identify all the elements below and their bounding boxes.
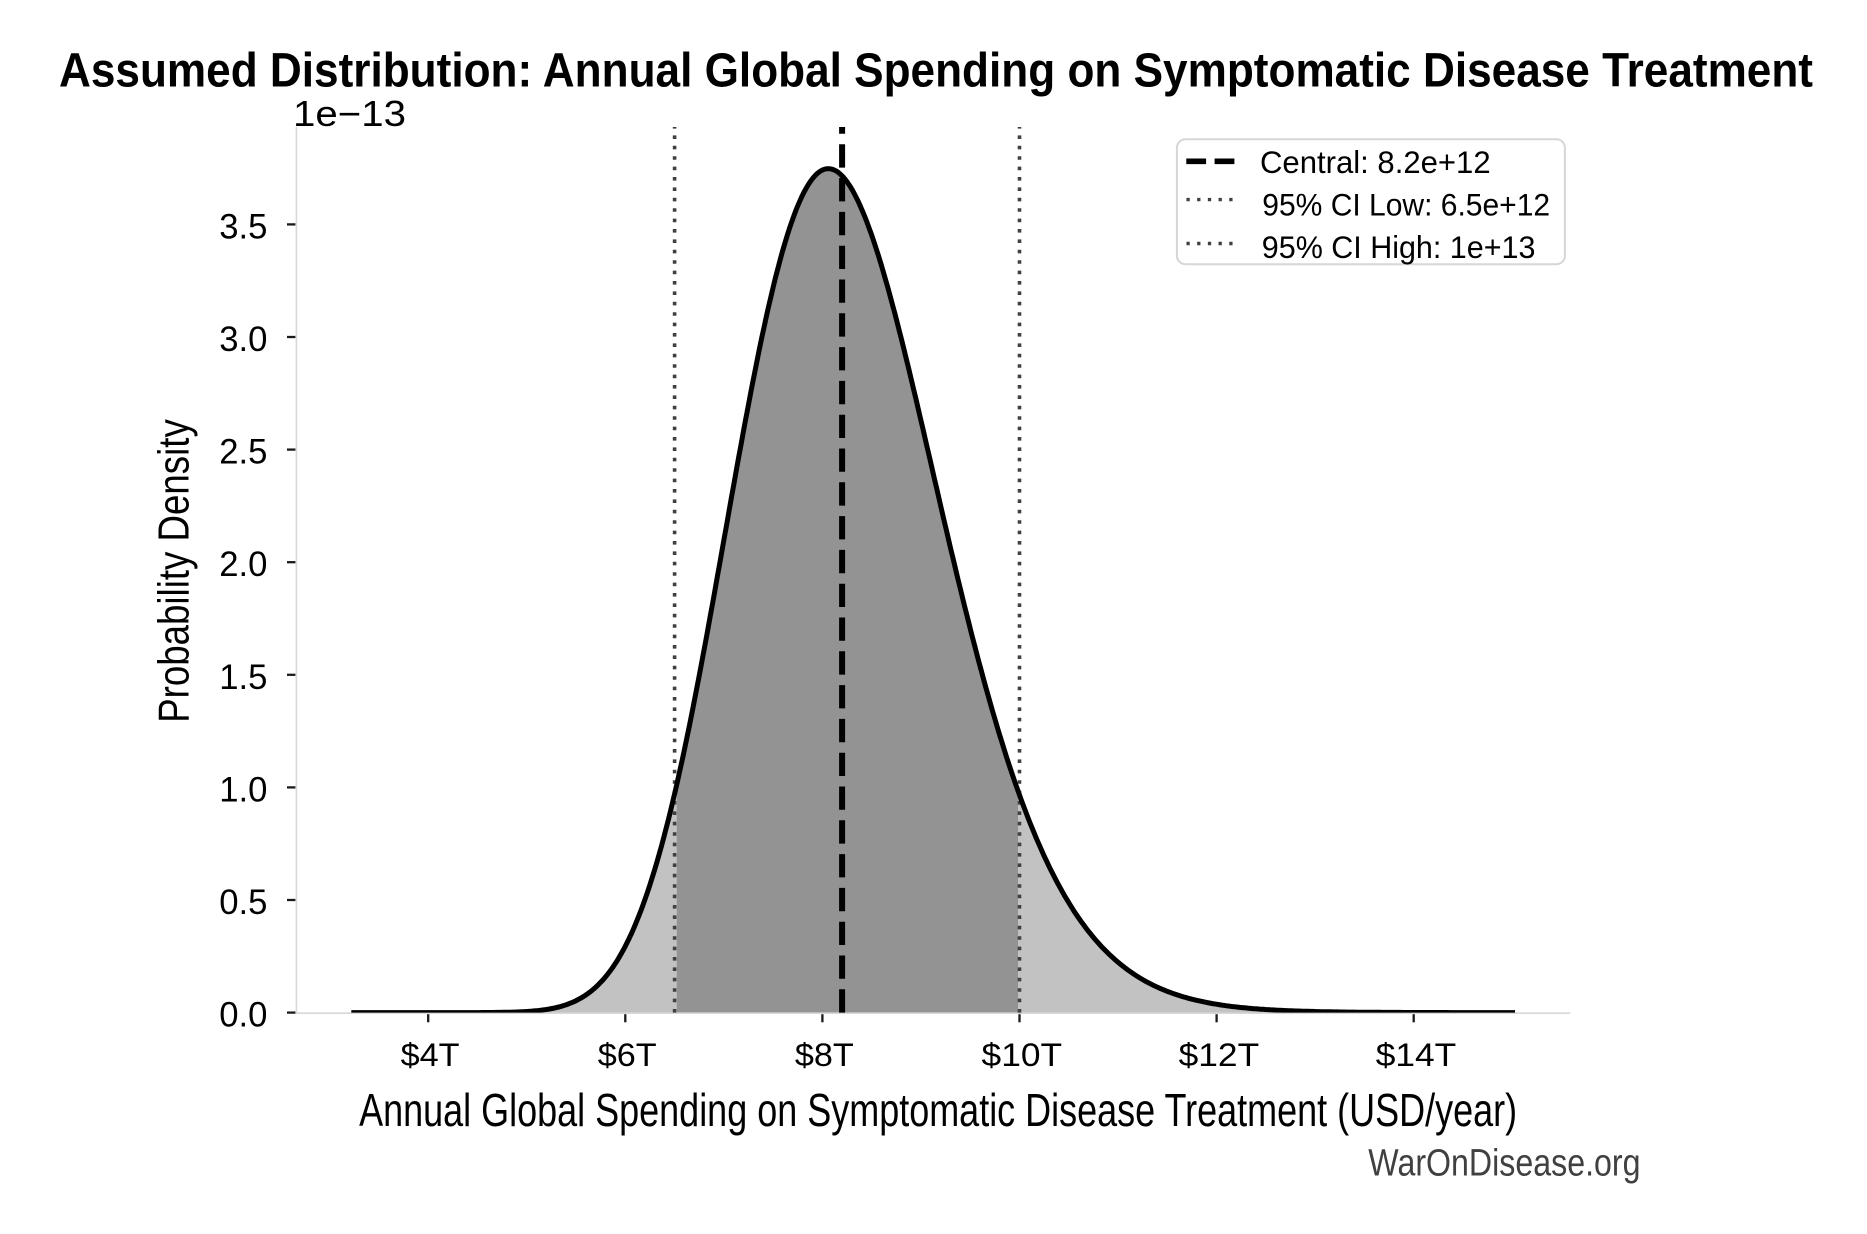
svg-text:1.0: 1.0 [219, 769, 267, 809]
svg-text:WarOnDisease.org: WarOnDisease.org [1368, 1142, 1640, 1184]
svg-text:2.0: 2.0 [219, 544, 267, 584]
svg-text:$6T: $6T [598, 1037, 657, 1073]
svg-text:0.0: 0.0 [219, 995, 267, 1035]
svg-text:95% CI High: 1e+13: 95% CI High: 1e+13 [1262, 229, 1536, 265]
svg-text:Annual Global Spending on Symp: Annual Global Spending on Symptomatic Di… [359, 1084, 1517, 1136]
svg-text:3.5: 3.5 [219, 206, 267, 246]
svg-text:$4T: $4T [401, 1037, 460, 1073]
svg-text:Central: 8.2e+12: Central: 8.2e+12 [1260, 144, 1491, 180]
svg-text:Assumed Distribution: Annual G: Assumed Distribution: Annual Global Spen… [59, 45, 1813, 98]
svg-text:$8T: $8T [795, 1037, 854, 1073]
svg-text:$10T: $10T [982, 1037, 1063, 1073]
svg-text:Probability Density: Probability Density [151, 419, 199, 723]
svg-text:95% CI Low: 6.5e+12: 95% CI Low: 6.5e+12 [1262, 187, 1550, 223]
svg-text:$14T: $14T [1376, 1037, 1457, 1073]
svg-text:$12T: $12T [1179, 1037, 1260, 1073]
svg-text:1e−13: 1e−13 [293, 94, 406, 134]
svg-text:0.5: 0.5 [219, 882, 267, 922]
svg-text:1.5: 1.5 [219, 657, 267, 697]
svg-text:3.0: 3.0 [219, 319, 267, 359]
svg-text:2.5: 2.5 [219, 432, 267, 472]
